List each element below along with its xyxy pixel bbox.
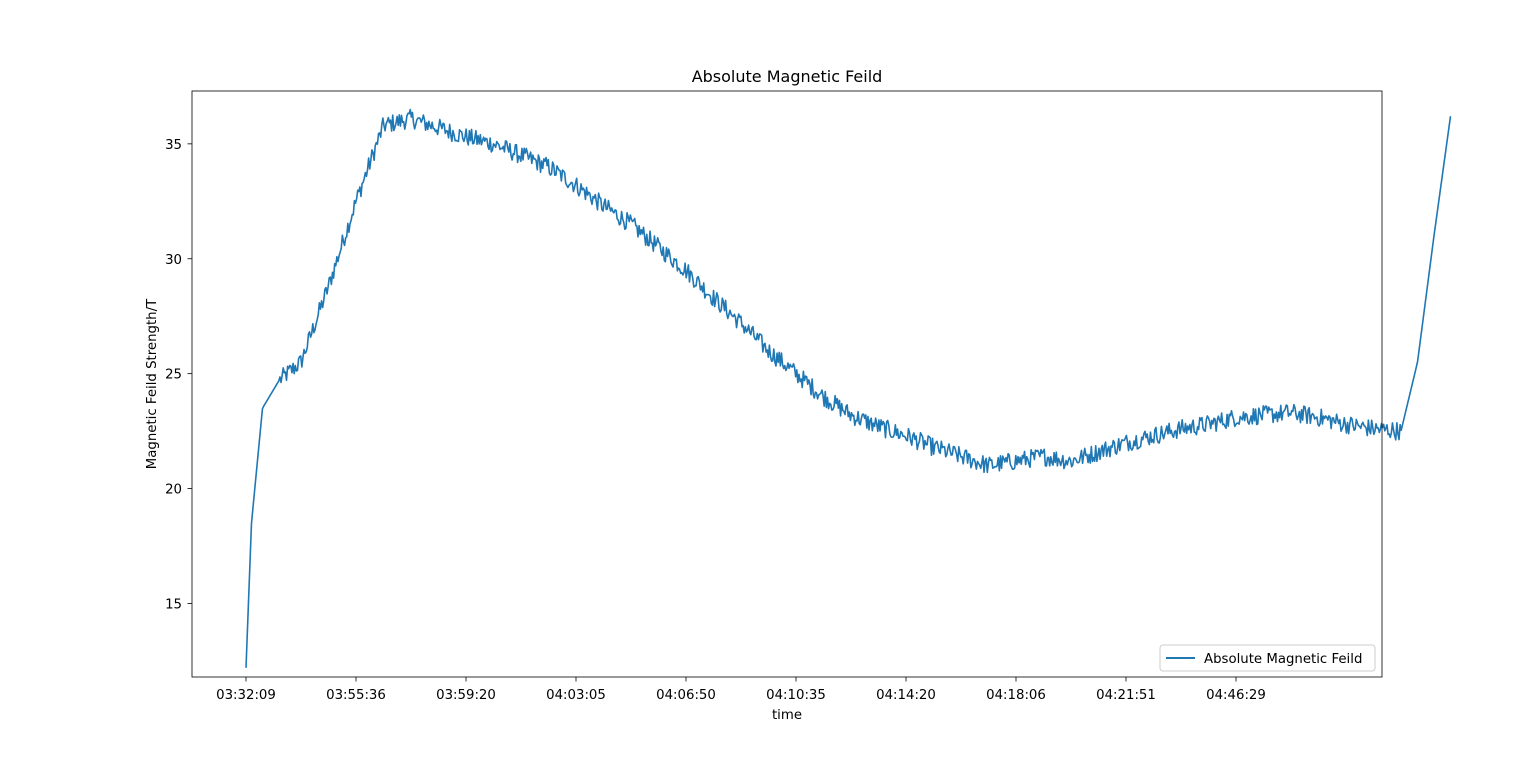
x-tick-label: 04:10:35 [766,688,826,703]
data-series-line [245,108,1452,668]
x-axis-label: time [772,708,802,723]
data-series-group [245,108,1452,668]
legend: Absolute Magnetic Feild [1159,644,1376,672]
legend-label: Absolute Magnetic Feild [1204,652,1362,667]
y-tick-label: 15 [165,597,182,612]
x-axis-ticks: 03:32:09 03:55:36 03:59:20 04:03:05 04:06:50… [216,677,1266,703]
y-tick-label: 20 [165,483,182,498]
y-tick-label: 25 [165,368,182,383]
x-tick-label: 04:03:05 [546,688,606,703]
x-tick-label: 04:46:29 [1206,688,1266,703]
y-tick-label: 35 [165,138,182,153]
chart-title: Absolute Magnetic Feild [692,67,883,86]
y-tick-label: 30 [165,253,182,268]
x-tick-label: 03:32:09 [216,688,276,703]
axes-frame [191,90,1383,678]
y-axis-ticks: 15 20 25 30 35 [165,138,192,612]
legend-box [1159,644,1376,672]
x-tick-label: 03:59:20 [436,688,496,703]
y-axis-label: Magnetic Feild Strength/T [145,298,160,469]
x-tick-label: 04:18:06 [986,688,1046,703]
x-tick-label: 04:14:20 [876,688,936,703]
x-tick-label: 03:55:36 [326,688,386,703]
x-tick-label: 04:06:50 [656,688,716,703]
x-tick-label: 04:21:51 [1096,688,1156,703]
